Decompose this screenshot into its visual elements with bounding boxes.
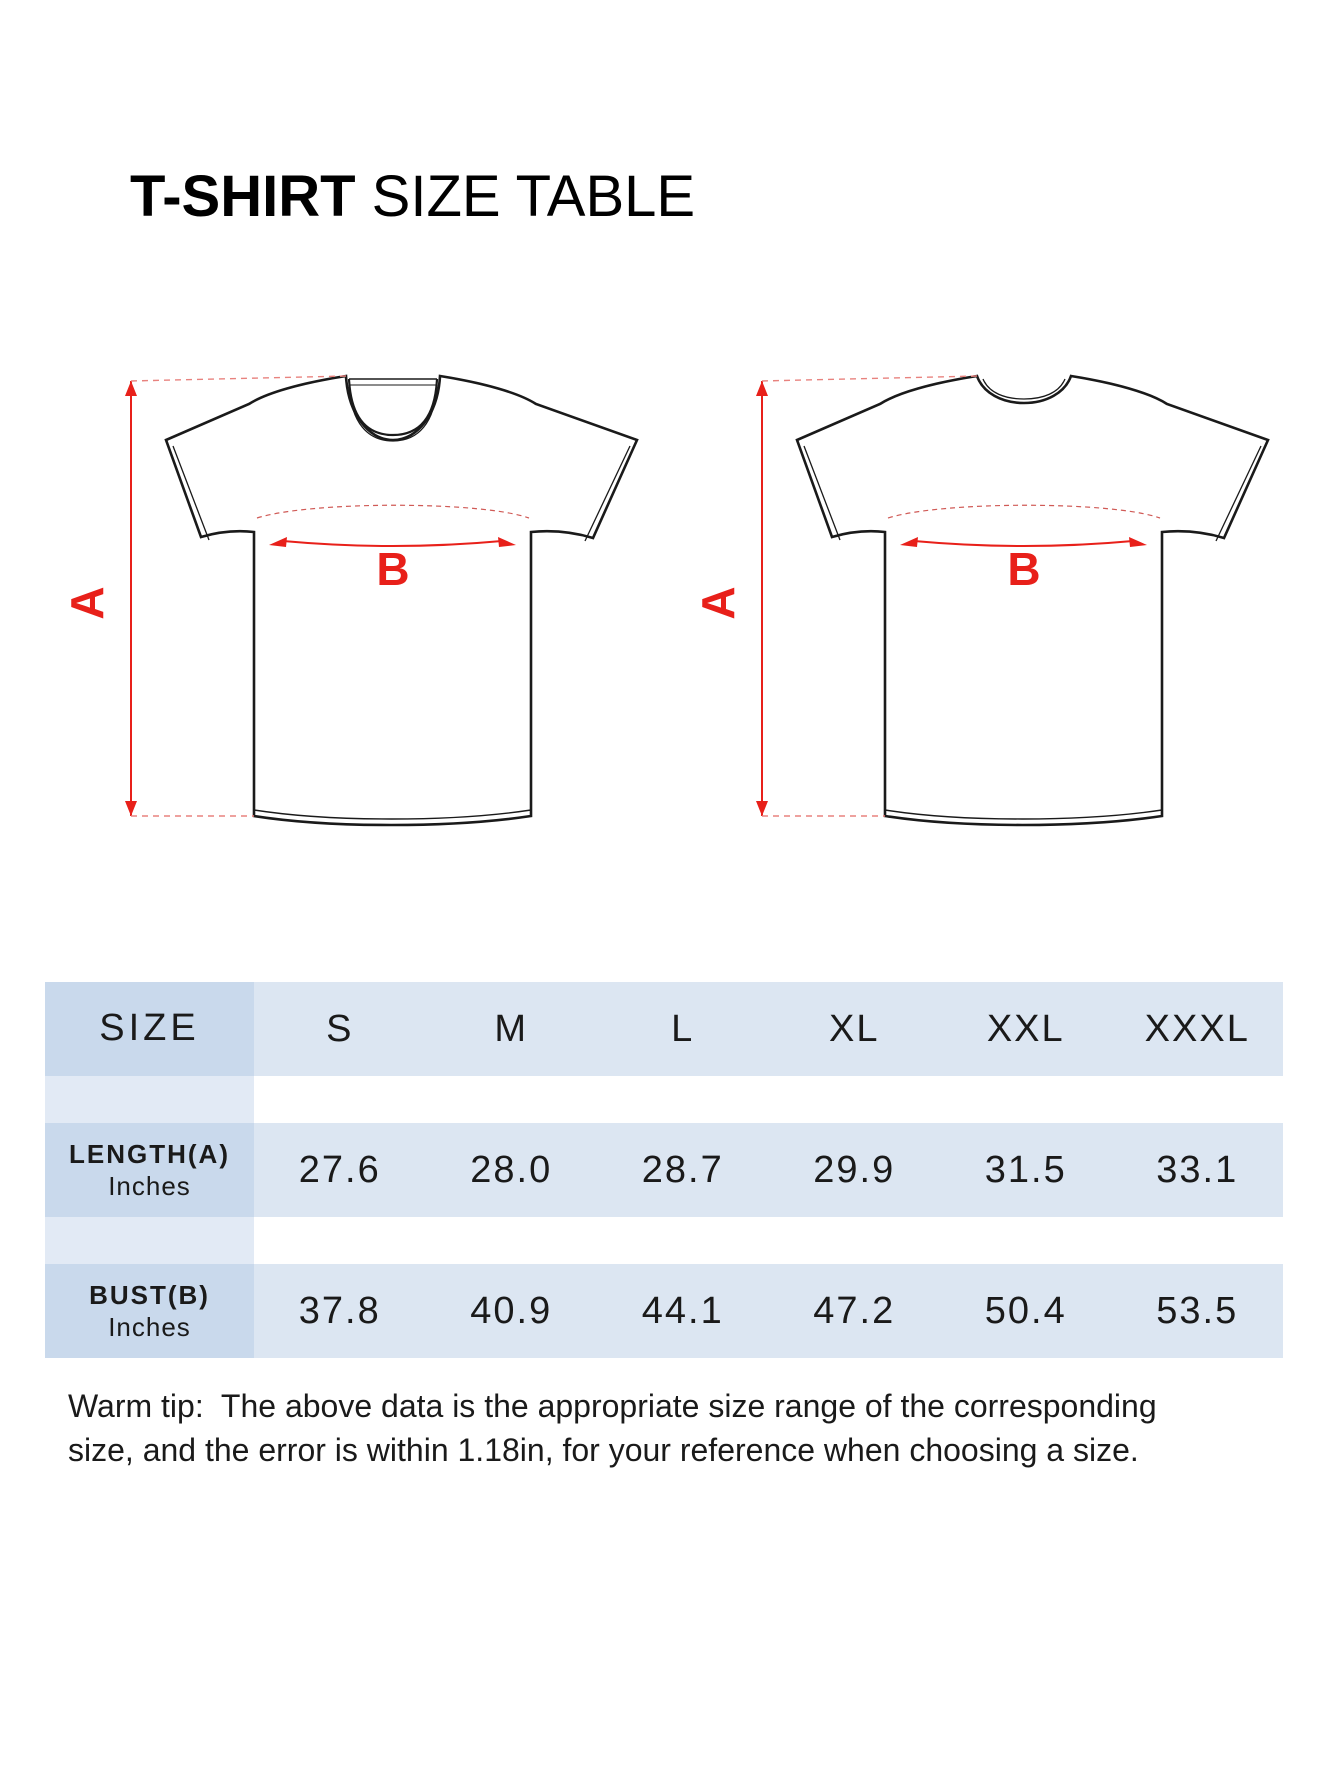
- svg-text:A: A: [61, 586, 113, 619]
- svg-text:B: B: [1007, 543, 1040, 595]
- svg-text:B: B: [376, 543, 409, 595]
- svg-text:A: A: [692, 586, 744, 619]
